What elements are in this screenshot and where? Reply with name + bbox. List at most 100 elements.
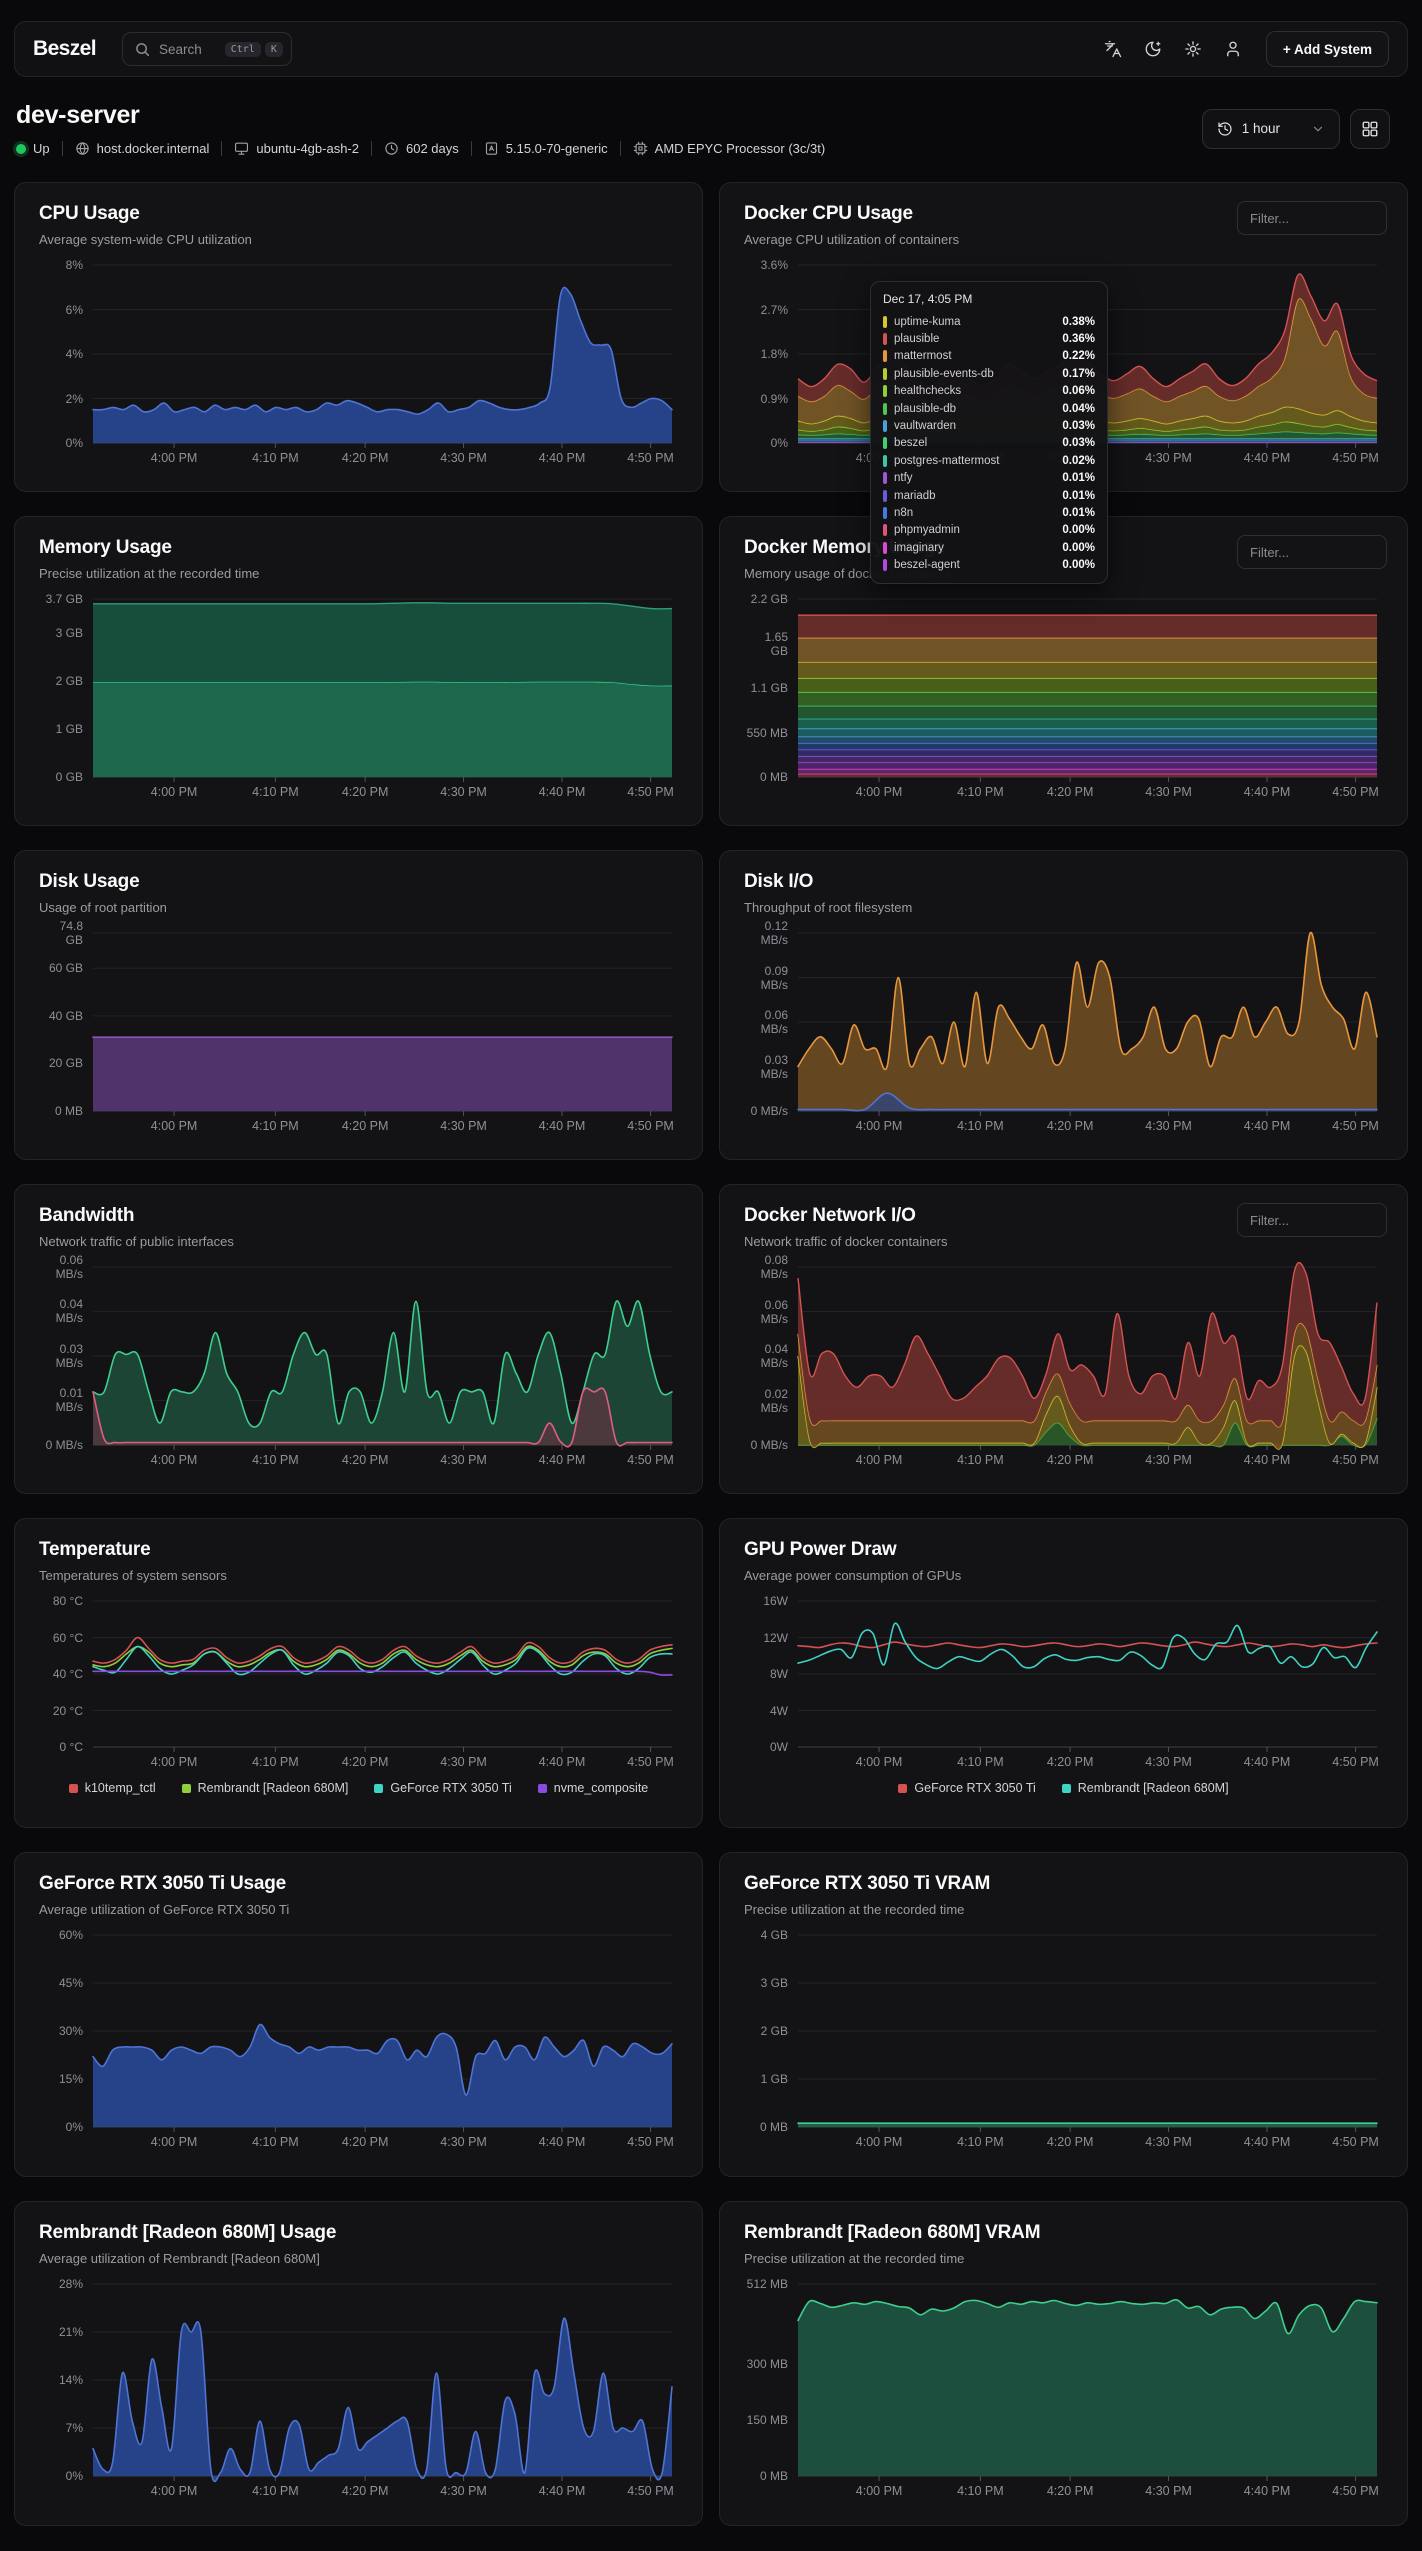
card-cpu-usage: CPU Usage Average system-wide CPU utiliz… xyxy=(14,182,703,492)
geforce-vram-chart[interactable]: 4 GB 3 GB 2 GB 1 GB 0 MB 4:00 PM 4:10 PM 4:20 P… xyxy=(759,1928,1379,2149)
system-host: host.docker.internal xyxy=(75,141,209,156)
series-color-icon xyxy=(883,489,887,502)
cpu-usage-chart[interactable]: 8% 6% 4% 2% 0% 4:00 PM 4:10 PM 4:20 PM 4:30 PM 4:… xyxy=(65,258,674,465)
layout-grid-button[interactable] xyxy=(1350,108,1390,149)
theme-toggle-button[interactable] xyxy=(1136,32,1170,66)
clock-icon xyxy=(384,141,399,156)
card-gpu-power-draw: GPU Power Draw Average power consumption… xyxy=(719,1518,1408,1828)
app-logo[interactable]: Beszel xyxy=(33,37,97,60)
cpu-chip-icon xyxy=(633,141,648,156)
chart-title: GPU Power Draw xyxy=(744,1539,897,1560)
chart-subtitle: Temperatures of system sensors xyxy=(39,1568,227,1583)
tooltip-row: ntfy 0.01% xyxy=(883,470,1095,487)
legend-swatch-icon xyxy=(374,1783,384,1793)
series-color-icon xyxy=(883,437,887,450)
user-icon xyxy=(1224,40,1242,58)
divider xyxy=(470,141,472,156)
disk-io-chart[interactable]: 0.12 MB/s 0.09 MB/s 0.06 MB/s 0.03 MB/s 0 MB… xyxy=(750,919,1379,1133)
chart-subtitle: Usage of root partition xyxy=(39,900,167,915)
tooltip-row: postgres-mattermost 0.02% xyxy=(883,452,1095,469)
chart-subtitle: Average utilization of Rembrandt [Radeon… xyxy=(39,2251,320,2266)
temperature-chart[interactable]: 80 °C 60 °C 40 °C 20 °C 0 °C 4:00 PM 4:10 PM 4:… xyxy=(52,1594,674,1769)
memory-usage-chart[interactable]: 3.7 GB 3 GB 2 GB 1 GB 0 GB 4:00 PM 4:10 PM 4:20… xyxy=(45,592,674,799)
globe-icon xyxy=(75,141,90,156)
chart-subtitle: Precise utilization at the recorded time xyxy=(39,566,260,581)
chart-title: Rembrandt [Radeon 680M] Usage xyxy=(39,2222,337,2243)
docker-network-chart[interactable]: 0.08 MB/s 0.06 MB/s 0.04 MB/s 0.02 MB/s 0 MB… xyxy=(750,1253,1379,1467)
card-disk-io: Disk I/O Throughput of root filesystem 0… xyxy=(719,850,1408,1160)
top-navigation-bar: Beszel Search Ctrl K xyxy=(14,21,1408,77)
legend-item[interactable]: k10temp_tctl xyxy=(68,1781,156,1795)
status-label: Up xyxy=(33,141,50,156)
chart-title: Memory Usage xyxy=(39,537,172,558)
time-range-value: 1 hour xyxy=(1241,121,1280,136)
docker-memory-chart[interactable]: 2.2 GB 1.65 GB 1.1 GB 550 MB 0 MB 4:00 PM 4:10… xyxy=(746,592,1379,799)
legend-swatch-icon xyxy=(1061,1783,1071,1793)
series-color-icon xyxy=(883,541,887,554)
chart-title: Disk I/O xyxy=(744,871,814,892)
chart-title: GeForce RTX 3050 Ti VRAM xyxy=(744,1873,991,1894)
radeon-usage-chart[interactable]: 28% 21% 14% 7% 0% 4:00 PM 4:10 PM 4:20 PM 4:30 P… xyxy=(58,2277,674,2498)
chart-subtitle: Throughput of root filesystem xyxy=(744,900,913,915)
legend-item[interactable]: nvme_composite xyxy=(537,1781,648,1795)
language-button[interactable] xyxy=(1096,32,1130,66)
time-range-select[interactable]: 1 hour xyxy=(1201,108,1340,149)
series-color-icon xyxy=(883,367,887,380)
docker-memory-filter-input[interactable] xyxy=(1237,535,1387,569)
chart-subtitle: Precise utilization at the recorded time xyxy=(744,2251,965,2266)
tooltip-row: plausible 0.36% xyxy=(883,330,1095,347)
card-memory-usage: Memory Usage Precise utilization at the … xyxy=(14,516,703,826)
tooltip-row: plausible-db 0.04% xyxy=(883,400,1095,417)
disk-usage-chart[interactable]: 74.8 GB 60 GB 40 GB 20 GB 0 MB 4:00 PM 4:10 PM… xyxy=(48,919,674,1133)
card-radeon-usage: Rembrandt [Radeon 680M] Usage Average ut… xyxy=(14,2201,703,2526)
gpu-power-chart[interactable]: 16W 12W 8W 4W 0W 4:00 PM 4:10 PM 4:20 PM 4:30 PM… xyxy=(763,1594,1379,1769)
kbd-k: K xyxy=(264,41,283,57)
charts-grid: CPU Usage Average system-wide CPU utiliz… xyxy=(14,182,1408,2526)
series-color-icon xyxy=(883,385,887,398)
card-docker-cpu-usage: Docker CPU Usage Average CPU utilization… xyxy=(719,182,1408,584)
chart-title: Docker CPU Usage xyxy=(744,203,913,224)
bandwidth-chart[interactable]: 0.06 MB/s 0.04 MB/s 0.03 MB/s 0.01 MB/s 0 MB… xyxy=(45,1253,674,1467)
docker-cpu-filter-input[interactable] xyxy=(1237,201,1387,235)
chart-subtitle: Network traffic of public interfaces xyxy=(39,1234,234,1249)
system-header: dev-server Up host.docker.internal ubunt… xyxy=(16,101,1406,156)
divider xyxy=(371,141,372,156)
legend-swatch-icon xyxy=(898,1783,908,1793)
chart-tooltip: Dec 17, 4:05 PM uptime-kuma 0.38% plausibl… xyxy=(870,281,1108,584)
tooltip-row: n8n 0.01% xyxy=(883,504,1095,521)
search-icon xyxy=(135,42,150,57)
search-input[interactable]: Search Ctrl K xyxy=(121,32,292,66)
series-color-icon xyxy=(883,472,887,485)
series-color-icon xyxy=(883,402,887,415)
layout-grid-icon xyxy=(1361,120,1379,138)
chart-title: Docker Network I/O xyxy=(744,1205,916,1226)
geforce-usage-chart[interactable]: 60% 45% 30% 15% 0% 4:00 PM 4:10 PM 4:20 PM 4:30 … xyxy=(58,1928,674,2149)
tooltip-row: plausible-events-db 0.17% xyxy=(883,365,1095,382)
history-clock-icon xyxy=(1217,121,1233,137)
series-color-icon xyxy=(883,454,887,467)
legend-item[interactable]: Rembrandt [Radeon 680M] xyxy=(1061,1781,1229,1795)
legend-item[interactable]: Rembrandt [Radeon 680M] xyxy=(181,1781,348,1795)
chart-subtitle: Precise utilization at the recorded time xyxy=(744,1902,965,1917)
legend-item[interactable]: GeForce RTX 3050 Ti xyxy=(898,1781,1036,1795)
series-color-icon xyxy=(883,350,887,363)
series-color-icon xyxy=(883,315,887,328)
radeon-vram-chart[interactable]: 512 MB 300 MB 150 MB 0 MB 4:00 PM 4:10 PM 4:20… xyxy=(746,2277,1379,2498)
legend-item[interactable]: GeForce RTX 3050 Ti xyxy=(374,1781,512,1795)
card-geforce-usage: GeForce RTX 3050 Ti Usage Average utiliz… xyxy=(14,1852,703,2177)
tooltip-row: vaultwarden 0.03% xyxy=(883,417,1095,434)
card-radeon-vram: Rembrandt [Radeon 680M] VRAM Precise uti… xyxy=(719,2201,1408,2526)
tooltip-row: imaginary 0.00% xyxy=(883,539,1095,556)
docker-network-filter-input[interactable] xyxy=(1237,1203,1387,1237)
chart-subtitle: Average CPU utilization of containers xyxy=(744,232,960,247)
divider xyxy=(61,141,63,156)
user-menu-button[interactable] xyxy=(1216,32,1250,66)
tooltip-row: mariadb 0.01% xyxy=(883,487,1095,504)
chart-title: Disk Usage xyxy=(39,871,140,892)
legend-swatch-icon xyxy=(181,1783,191,1793)
moon-icon xyxy=(1144,40,1162,58)
add-system-button[interactable]: + Add System xyxy=(1265,31,1389,67)
tooltip-timestamp: Dec 17, 4:05 PM xyxy=(883,292,973,306)
settings-button[interactable] xyxy=(1176,32,1210,66)
monitor-icon xyxy=(234,141,249,156)
